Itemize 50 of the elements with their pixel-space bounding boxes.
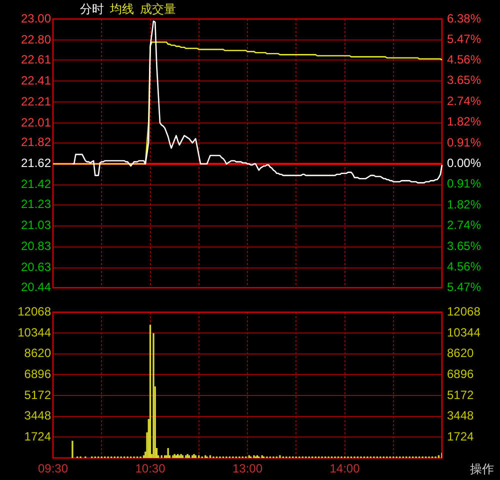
x-tick-label: 09:30: [38, 462, 68, 476]
y2-tick-label: 5.47%: [447, 280, 482, 294]
x-tick-label: 14:00: [330, 462, 360, 476]
y-tick-label: 23.00: [20, 11, 52, 26]
y2-tick-label: 5.47%: [447, 32, 482, 46]
y2-tick-label: 1724: [447, 429, 474, 444]
y-tick-label: 5172: [24, 388, 52, 402]
y2-tick-label: 4.56%: [447, 259, 482, 274]
y2-tick-label: 2.74%: [447, 218, 482, 232]
y-tick-label: 22.41: [20, 73, 52, 88]
y2-tick-label: 3.65%: [447, 238, 482, 253]
y2-tick-label: 3448: [447, 408, 474, 423]
y-tick-label: 21.62: [20, 156, 52, 170]
y-tick-label: 8620: [24, 346, 52, 360]
y2-tick-label: 2.74%: [447, 94, 482, 108]
y-tick-label: 22.80: [20, 32, 52, 46]
text: 成交量: [140, 2, 176, 16]
y2-tick-label: 1.82%: [447, 197, 482, 212]
y2-tick-label: 5172: [447, 388, 474, 402]
y-tick-label: 12068: [18, 304, 52, 319]
y-tick-label: 20.63: [20, 260, 52, 274]
y2-tick-label: 3.65%: [447, 73, 482, 88]
y-tick-label: 21.03: [20, 218, 52, 232]
text: 分时: [80, 2, 104, 16]
x-tick-label: 10:30: [135, 462, 166, 476]
y2-tick-label: 0.91%: [447, 176, 482, 191]
y-tick-label: 3448: [24, 408, 52, 423]
y-tick-label: 22.01: [20, 115, 52, 130]
text: 操作: [468, 461, 496, 478]
y-tick-label: 10344: [18, 325, 52, 340]
y-tick-label: 20.44: [20, 280, 52, 294]
y2-tick-label: 12068: [447, 304, 481, 319]
y2-tick-label: 8620: [447, 346, 474, 360]
y2-tick-label: 1.82%: [447, 114, 482, 129]
x-tick-label: 13:00: [232, 462, 263, 476]
y-tick-label: 22.21: [20, 94, 52, 108]
y-tick-label: 21.23: [20, 197, 52, 212]
y2-tick-label: 0.00%: [447, 156, 482, 170]
y2-tick-label: 0.91%: [447, 135, 482, 150]
y2-tick-label: 4.56%: [447, 52, 482, 67]
y-tick-label: 20.83: [20, 239, 52, 254]
text: 均线: [110, 2, 134, 16]
y2-tick-label: 6896: [447, 367, 474, 381]
y2-tick-label: 6.38%: [447, 11, 482, 26]
y-tick-label: 1724: [24, 429, 52, 444]
y2-tick-label: 10344: [447, 325, 481, 340]
y-tick-label: 21.42: [20, 177, 52, 192]
y-tick-label: 22.61: [20, 52, 52, 66]
y-tick-label: 6896: [24, 367, 52, 381]
y-tick-label: 21.82: [20, 135, 52, 150]
